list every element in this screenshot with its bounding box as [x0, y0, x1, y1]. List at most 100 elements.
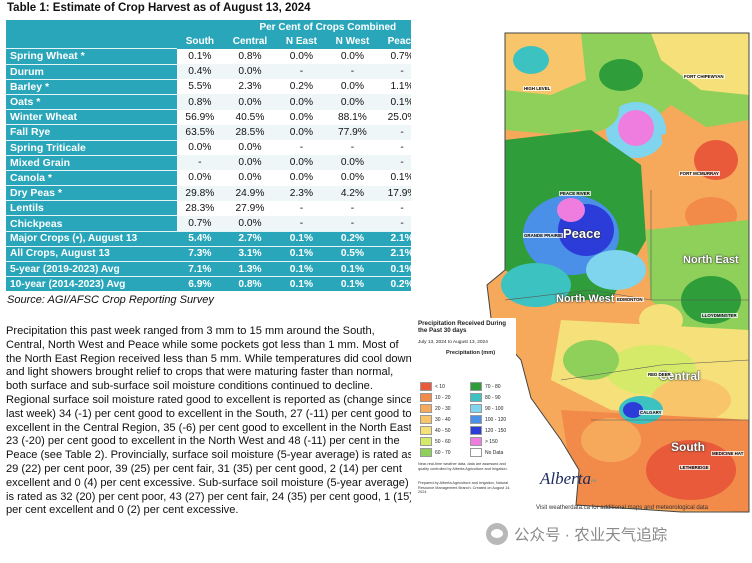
legend-label: 10 - 20: [435, 394, 451, 401]
table-cell: 2.3%: [223, 79, 277, 95]
summary-label: All Crops, August 13: [6, 245, 177, 262]
table-cell: -: [276, 140, 327, 156]
legend-swatch: [420, 404, 432, 413]
table-cell: 0.0%: [276, 48, 327, 65]
summary-cell: 0.1%: [326, 276, 379, 292]
table-cell: 0.0%: [326, 170, 379, 186]
summary-rows: Major Crops (•), August 13 5.4% 2.7% 0.1% 0.…: [6, 230, 479, 292]
summary-label: Major Crops (•), August 13: [6, 230, 177, 247]
table-cell: 0.0%: [223, 215, 277, 232]
table-cell: -: [326, 64, 379, 80]
region-label-south: South: [671, 440, 705, 454]
crop-harvest-table: Per Cent of Crops Combined South Central N…: [6, 20, 479, 292]
table-cell: 28.5%: [223, 124, 277, 140]
town-high-level: HIGH LEVEL: [523, 86, 552, 91]
table-cell: 4.2%: [326, 185, 379, 201]
crop-name: Lentils: [6, 200, 177, 216]
legend-item: 100 - 120: [470, 415, 506, 424]
legend-fine-print-line: Near-real-time weather data, data are as…: [418, 462, 508, 471]
table-cell: 0.0%: [223, 170, 277, 186]
summary-label: 5-year (2019-2023) Avg: [6, 260, 177, 277]
table-corner: [6, 20, 177, 35]
summary-cell: 7.3%: [176, 245, 224, 262]
table-source: Source: AGI/AFSC Crop Reporting Survey: [7, 294, 214, 306]
table-cell: 63.5%: [176, 124, 224, 140]
summary-cell: 0.1%: [276, 260, 327, 277]
legend-label: 30 - 40: [435, 416, 451, 423]
legend-item: 30 - 40: [420, 415, 451, 424]
table-row: Spring Wheat *0.1%0.8%0.0%0.0%0.7%0.3%: [6, 48, 479, 65]
table-row: Barley *5.5%2.3%0.2%0.0%1.1%2.6%: [6, 78, 479, 95]
summary-cell: 0.1%: [276, 276, 327, 292]
summary-cell: 2.7%: [223, 230, 277, 247]
legend-swatch: [420, 393, 432, 402]
alberta-map-graphic: [411, 0, 752, 520]
summary-cell: 6.9%: [176, 276, 224, 292]
table-cell: 0.0%: [223, 64, 277, 80]
table-cell: 0.0%: [276, 109, 327, 125]
crop-name: Spring Triticale: [6, 139, 177, 156]
legend-label: 60 - 70: [435, 449, 451, 456]
table-cell: 40.5%: [223, 109, 277, 125]
legend-unit: Precipitation (mm): [446, 349, 496, 356]
precipitation-paragraph: Precipitation this past week ranged from…: [6, 325, 415, 517]
legend-label: 100 - 120: [485, 416, 507, 423]
table-cell: 0.0%: [276, 155, 327, 171]
table-cell: 77.9%: [326, 124, 379, 140]
table-cell: -: [276, 64, 327, 80]
region-label-peace: Peace: [563, 226, 601, 241]
legend-item: 20 - 30: [420, 404, 451, 413]
town-medicine-hat: MEDICINE HAT: [711, 451, 745, 456]
legend-swatch: [470, 382, 482, 391]
town-peace-river: PEACE RIVER: [559, 191, 591, 196]
summary-cell: 0.1%: [276, 245, 327, 262]
legend-item: 80 - 90: [470, 393, 501, 402]
table-cell: 0.0%: [326, 155, 379, 171]
town-lethbridge: LETHBRIDGE: [679, 465, 710, 470]
crop-rows: Spring Wheat *0.1%0.8%0.0%0.0%0.7%0.3%Du…: [6, 48, 479, 232]
crop-name: Durum: [6, 63, 177, 80]
table-cell: -: [276, 200, 327, 216]
summary-cell: 1.3%: [223, 260, 277, 277]
table-cell: 29.8%: [176, 185, 224, 201]
alberta-logo: Alberta~: [540, 469, 596, 489]
legend-item: 120 - 150: [470, 426, 506, 435]
legend-swatch: [420, 415, 432, 424]
table-cell: -: [326, 200, 379, 216]
legend-swatch: [420, 448, 432, 457]
table-cell: 0.4%: [176, 64, 224, 80]
visit-weatherdata-note: Visit weatherdata.ca for additional maps…: [536, 505, 708, 511]
town-lloydminster: LLOYDMINSTER: [701, 313, 738, 318]
table-row: Winter Wheat56.9%40.5%0.0%88.1%25.0%57.4…: [6, 109, 479, 125]
column-header-n-east: N East: [276, 34, 327, 49]
group-header: Per Cent of Crops Combined: [176, 20, 479, 35]
legend-item: 50 - 60: [420, 437, 451, 446]
summary-cell: 7.1%: [176, 260, 224, 277]
map-legend: Precipitation Received During the Past 3…: [416, 318, 516, 513]
crop-name: Chickpeas: [6, 215, 177, 232]
legend-title: Precipitation Received During the Past 3…: [418, 320, 507, 334]
legend-item: 10 - 20: [420, 393, 451, 402]
summary-cell: 0.5%: [326, 245, 379, 262]
summary-cell: 0.1%: [276, 230, 327, 247]
legend-label: No Data: [485, 449, 504, 456]
summary-row: 5-year (2019-2023) Avg 7.1% 1.3% 0.1% 0.1% 0.…: [6, 260, 479, 277]
region-label-north-west: North West: [556, 293, 615, 305]
legend-item: 70 - 80: [470, 382, 501, 391]
summary-label: 10-year (2014-2023) Avg: [6, 276, 177, 292]
table-cell: 0.0%: [223, 140, 277, 156]
legend-item: > 150: [470, 437, 498, 446]
town-grande-prairie: GRANDE PRAIRIE: [523, 233, 564, 238]
table-row: Oats *0.8%0.0%0.0%0.0%0.1%0.0%: [6, 93, 479, 110]
crop-name: Oats *: [6, 93, 177, 110]
table-cell: 88.1%: [326, 109, 379, 125]
table-cell: 56.9%: [176, 109, 224, 125]
table-cell: 0.0%: [223, 155, 277, 171]
summary-row: All Crops, August 13 7.3% 3.1% 0.1% 0.5% 2.1%…: [6, 245, 479, 262]
summary-row: Major Crops (•), August 13 5.4% 2.7% 0.1% 0.…: [6, 230, 479, 247]
